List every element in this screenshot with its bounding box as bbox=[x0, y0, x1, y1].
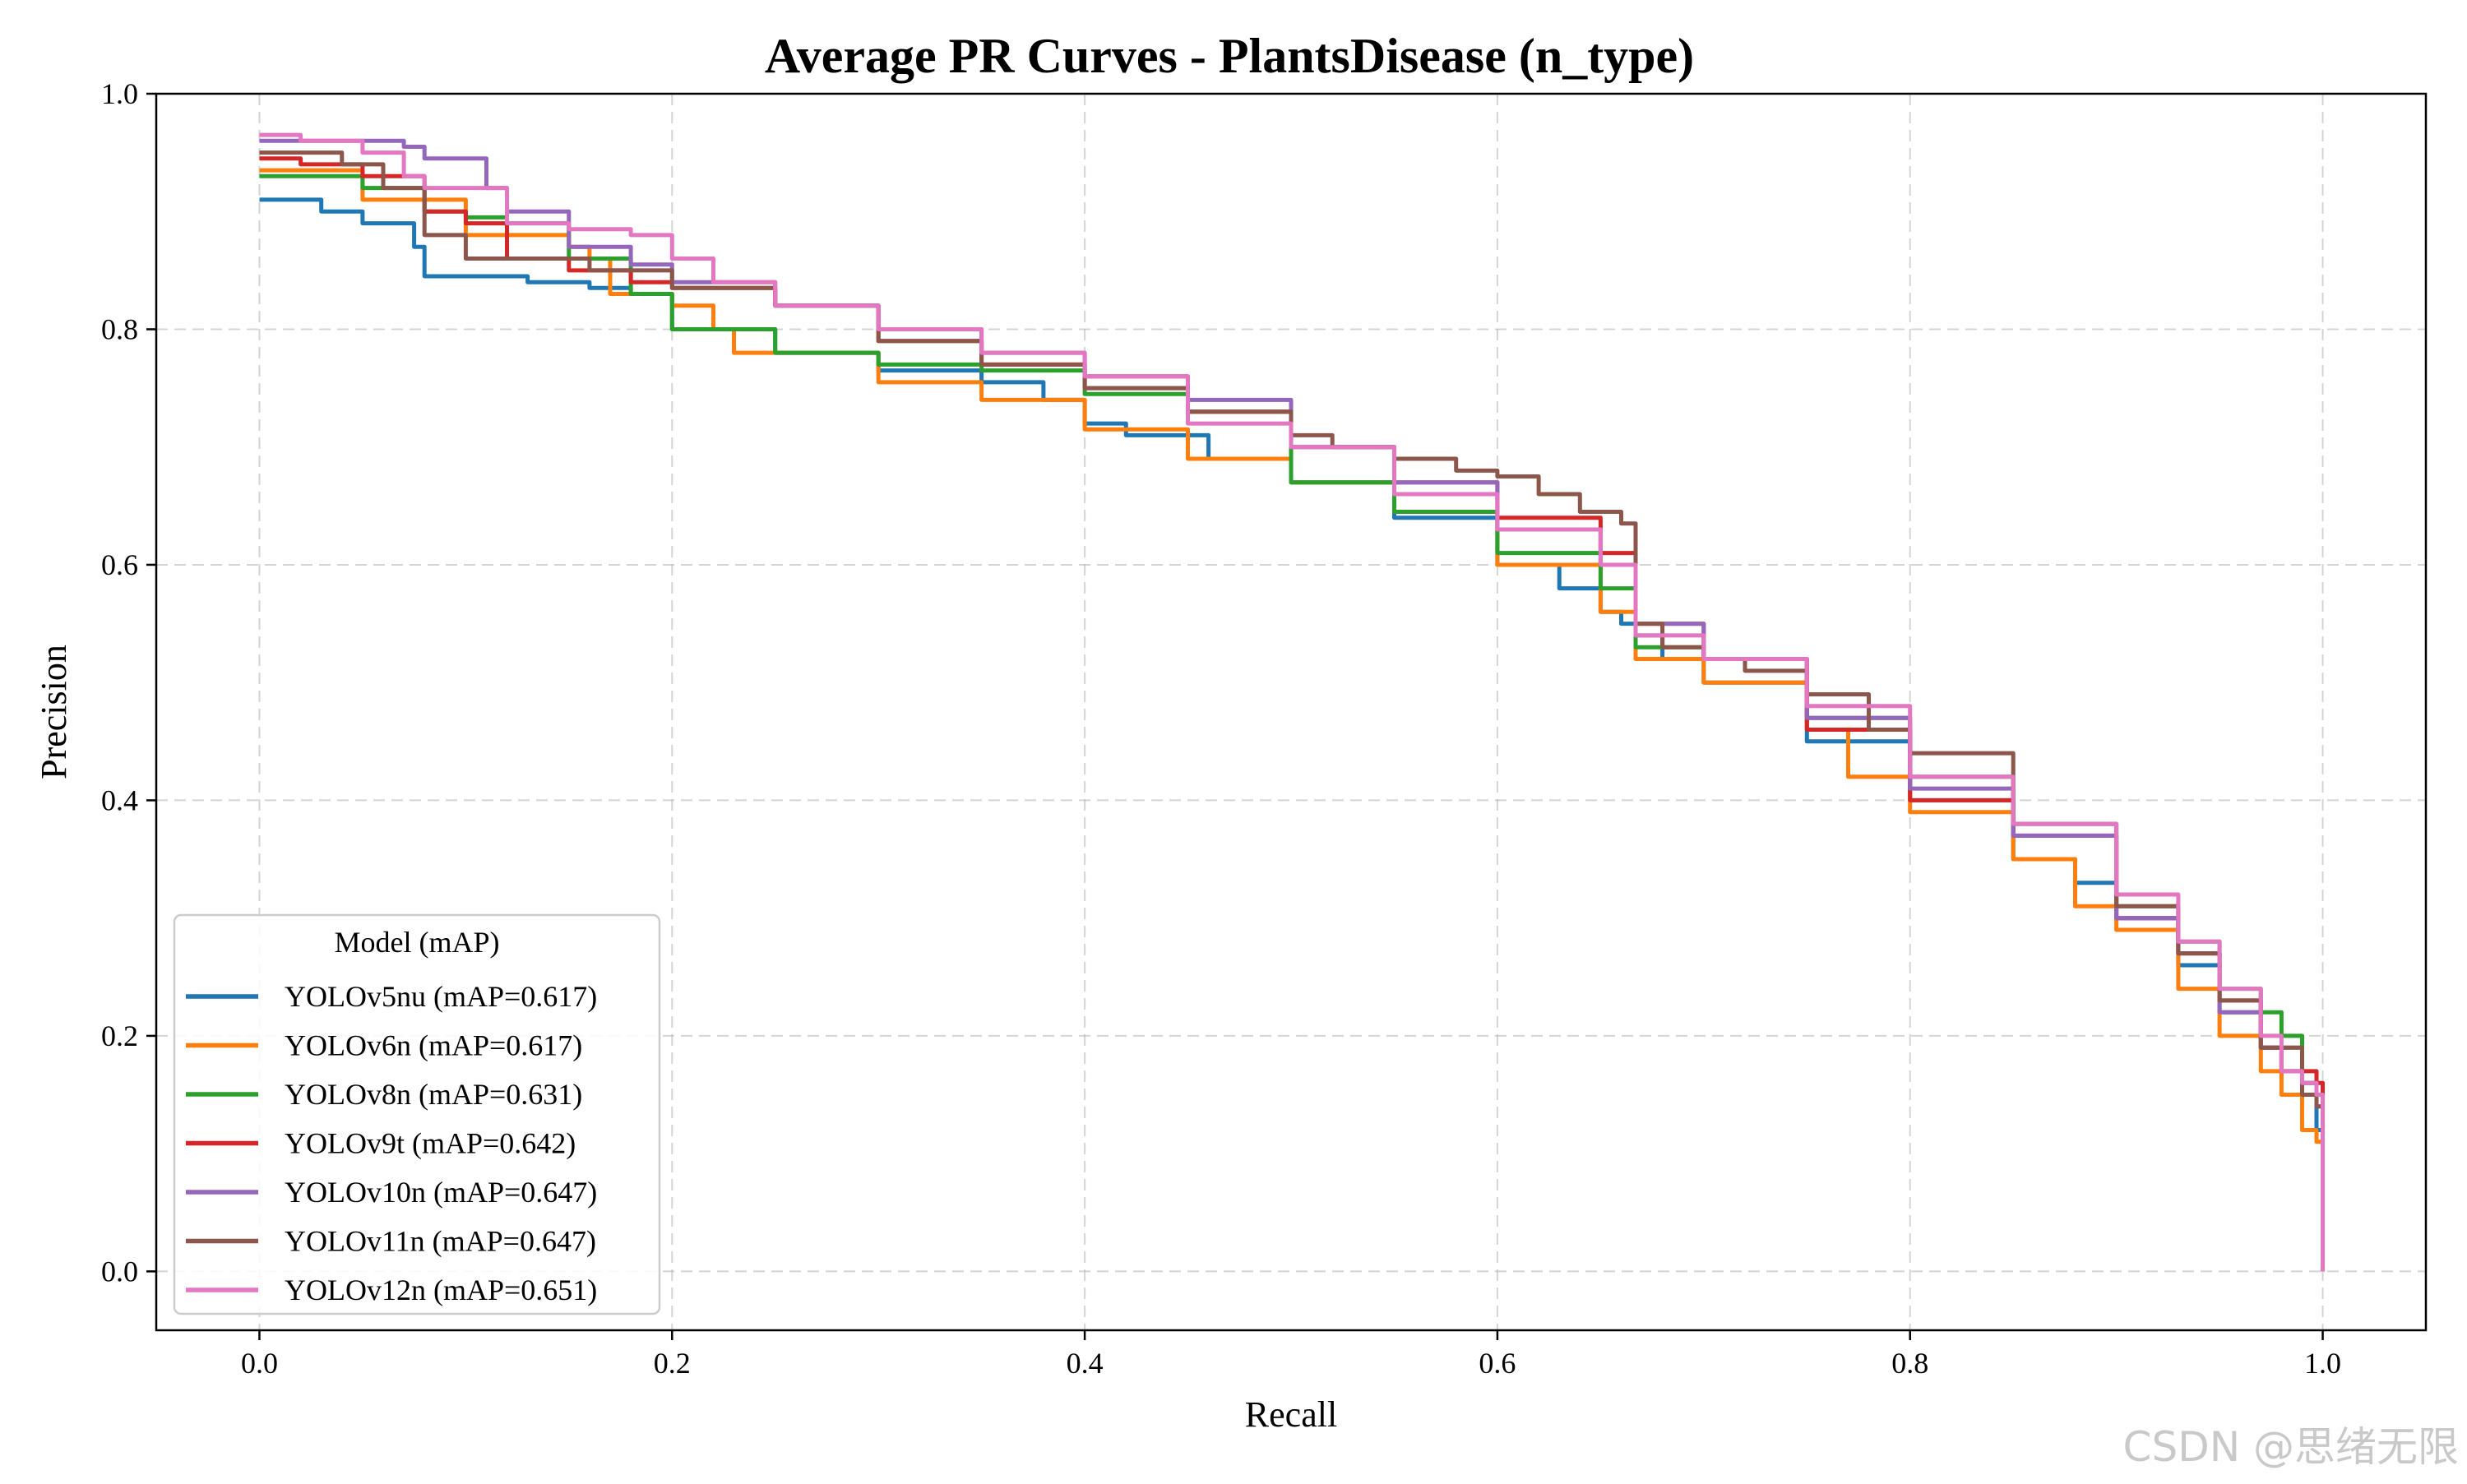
legend-label: YOLOv5nu (mAP=0.617) bbox=[285, 980, 597, 1013]
x-tick-label: 0.0 bbox=[241, 1347, 278, 1380]
legend-label: YOLOv10n (mAP=0.647) bbox=[285, 1176, 597, 1209]
y-tick-label: 1.0 bbox=[101, 77, 138, 110]
x-tick-label: 0.4 bbox=[1067, 1347, 1104, 1380]
x-axis-label: Recall bbox=[1245, 1394, 1337, 1435]
legend-label: YOLOv8n (mAP=0.631) bbox=[285, 1078, 582, 1111]
legend-label: YOLOv12n (mAP=0.651) bbox=[285, 1274, 597, 1306]
y-tick-label: 0.0 bbox=[101, 1255, 138, 1288]
series-line-yolov12n bbox=[259, 132, 2325, 1272]
y-tick-label: 0.4 bbox=[101, 784, 138, 816]
legend-box bbox=[173, 913, 661, 1315]
watermark: CSDN @思绪无限 bbox=[2122, 1423, 2459, 1471]
legend-title: Model (mAP) bbox=[335, 926, 500, 959]
y-tick-label: 0.8 bbox=[101, 312, 138, 345]
axis-ticks: 0.0 0.2 0.4 0.6 0.8 1.0 0.0 0.2 0.4 0.6 0.8 1.0 bbox=[101, 77, 2341, 1380]
y-tick-label: 0.6 bbox=[101, 548, 138, 581]
series-lines bbox=[259, 132, 2325, 1272]
x-tick-label: 0.6 bbox=[1479, 1347, 1516, 1380]
x-tick-label: 0.2 bbox=[654, 1347, 691, 1380]
y-axis-label: Precision bbox=[34, 645, 74, 779]
legend-entries: YOLOv5nu (mAP=0.617) YOLOv6n (mAP=0.617) Y… bbox=[186, 980, 597, 1306]
chart-title: Average PR Curves - PlantsDisease (n_typ… bbox=[765, 29, 1694, 83]
y-tick-label: 0.2 bbox=[101, 1019, 138, 1052]
legend-label: YOLOv6n (mAP=0.617) bbox=[285, 1029, 582, 1062]
legend: Model (mAP) YOLOv5nu (mAP=0.617) YOLOv6n … bbox=[173, 913, 661, 1315]
legend-label: YOLOv9t (mAP=0.642) bbox=[285, 1127, 576, 1160]
legend-label: YOLOv11n (mAP=0.647) bbox=[285, 1225, 596, 1258]
series-line-yolov11n bbox=[259, 150, 2325, 1272]
x-tick-label: 0.8 bbox=[1891, 1347, 1928, 1380]
plot-frame bbox=[155, 92, 2428, 1332]
x-tick-label: 1.0 bbox=[2304, 1347, 2341, 1380]
